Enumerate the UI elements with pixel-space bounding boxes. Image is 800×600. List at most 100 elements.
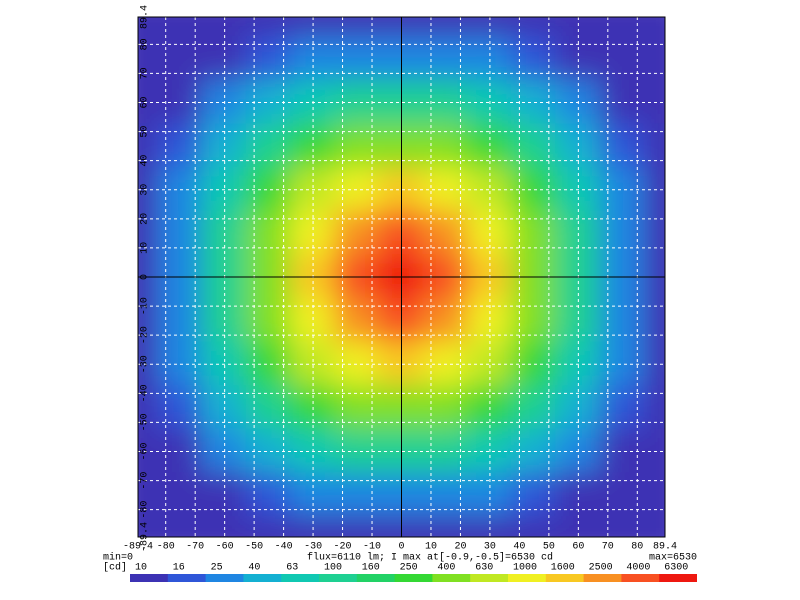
x-tick-label: -89.4: [123, 542, 153, 553]
y-tick-label: -80: [140, 501, 151, 519]
y-tick-label: 20: [140, 213, 151, 225]
y-tick-label: 0: [140, 274, 151, 280]
colorbar-swatch: [205, 574, 244, 582]
heat-cell: [334, 123, 381, 169]
y-tick-label: 80: [140, 38, 151, 50]
x-tick-label: -60: [216, 542, 234, 553]
colorbar-swatch: [508, 574, 547, 582]
colorbar-swatch: [243, 574, 282, 582]
heat-cell: [138, 79, 160, 126]
colorbar-label: 250: [400, 563, 418, 574]
heat-cell: [599, 210, 646, 257]
colorbar-label: 1600: [551, 563, 575, 574]
colorbar-swatch: [659, 574, 697, 582]
heat-cell: [422, 36, 469, 82]
x-tick-label: -80: [157, 542, 175, 553]
heat-cell: [466, 515, 514, 537]
heat-cell: [511, 17, 558, 39]
heat-cell: [245, 123, 292, 169]
heat-cell: [157, 210, 204, 257]
colorbar: 10 16 25 40 63 100 160 250 400 630 1000 1600 2500 400…: [130, 563, 697, 582]
colorbar-swatch: [356, 574, 396, 582]
heat-cell: [245, 515, 292, 537]
heat-cell: [157, 385, 204, 431]
heat-cell: [138, 385, 160, 431]
heat-cell: [157, 515, 204, 537]
heat-cell: [511, 472, 558, 518]
heat-cell: [643, 385, 665, 431]
colorbar-swatch: [167, 574, 207, 582]
heat-cell: [643, 123, 665, 169]
colorbar-label: 40: [248, 563, 260, 574]
heat-cell: [334, 297, 381, 344]
heat-cell: [466, 17, 514, 39]
heat-cell: [245, 36, 292, 82]
heat-cell: [289, 17, 337, 39]
colorbar-swatch: [545, 574, 585, 582]
colorbar-swatch: [394, 574, 433, 582]
colorbar-label: 160: [362, 563, 380, 574]
heat-cell: [201, 515, 248, 537]
heat-cell: [138, 210, 160, 257]
x-tick-label: 10: [425, 542, 437, 553]
heat-cell: [289, 515, 337, 537]
colorbar-swatch: [583, 574, 622, 582]
heat-cell: [245, 210, 292, 257]
x-tick-label: 30: [484, 542, 496, 553]
y-tick-label: 60: [140, 96, 151, 108]
heat-cell: [599, 515, 646, 537]
x-tick-label: 70: [602, 542, 614, 553]
colorbar-label: 2500: [589, 563, 613, 574]
heat-cell: [643, 36, 665, 82]
heat-cell: [245, 385, 292, 431]
heat-cell: [599, 385, 646, 431]
heat-cell: [157, 123, 204, 169]
heat-cell: [334, 472, 381, 518]
heat-cell: [422, 515, 469, 537]
y-tick-label: 89.4: [140, 5, 151, 29]
heat-cell: [599, 297, 646, 344]
colorbar-swatch: [621, 574, 660, 582]
heat-cell: [138, 428, 160, 475]
x-tick-label: 89.4: [653, 542, 677, 553]
colorbar-label: 4000: [626, 563, 650, 574]
y-tick-label: 50: [140, 126, 151, 138]
heat-cell: [157, 472, 204, 518]
colorbar-label: 100: [324, 563, 342, 574]
x-tick-label: 40: [513, 542, 525, 553]
y-tick-label: -70: [140, 472, 151, 490]
heat-cell: [422, 210, 469, 257]
colorbar-label: 400: [437, 563, 455, 574]
heat-cell: [422, 385, 469, 431]
x-tick-label: -50: [245, 542, 263, 553]
x-tick-label: -10: [363, 542, 381, 553]
heat-cell: [643, 297, 665, 344]
max-label: max=6530: [649, 553, 697, 564]
x-tick-label: 80: [631, 542, 643, 553]
heat-cell: [157, 17, 204, 39]
heat-cell: [555, 17, 602, 39]
colorbar-unit: [cd]: [103, 562, 127, 574]
colorbar-label: 10: [135, 563, 147, 574]
x-tick-label: 20: [454, 542, 466, 553]
y-tick-label: -89.4: [140, 522, 151, 552]
heat-cell: [138, 166, 160, 213]
y-tick-label: -30: [140, 355, 151, 373]
x-tick-label: -70: [186, 542, 204, 553]
heat-cell: [138, 515, 160, 537]
colorbar-swatch: [281, 574, 320, 582]
heat-cell: [511, 123, 558, 169]
colorbar-label: 1000: [513, 563, 537, 574]
colorbar-swatch: [319, 574, 358, 582]
y-tick-label: -20: [140, 326, 151, 344]
y-tick-label: 10: [140, 242, 151, 254]
x-tick-label: -20: [334, 542, 352, 553]
heat-cell: [138, 297, 160, 344]
y-tick-label: -50: [140, 413, 151, 431]
grid: [138, 17, 665, 537]
x-tick-label: 0: [398, 542, 404, 553]
y-tick-label: -10: [140, 297, 151, 315]
heat-cell: [334, 36, 381, 82]
heat-cell: [245, 297, 292, 344]
